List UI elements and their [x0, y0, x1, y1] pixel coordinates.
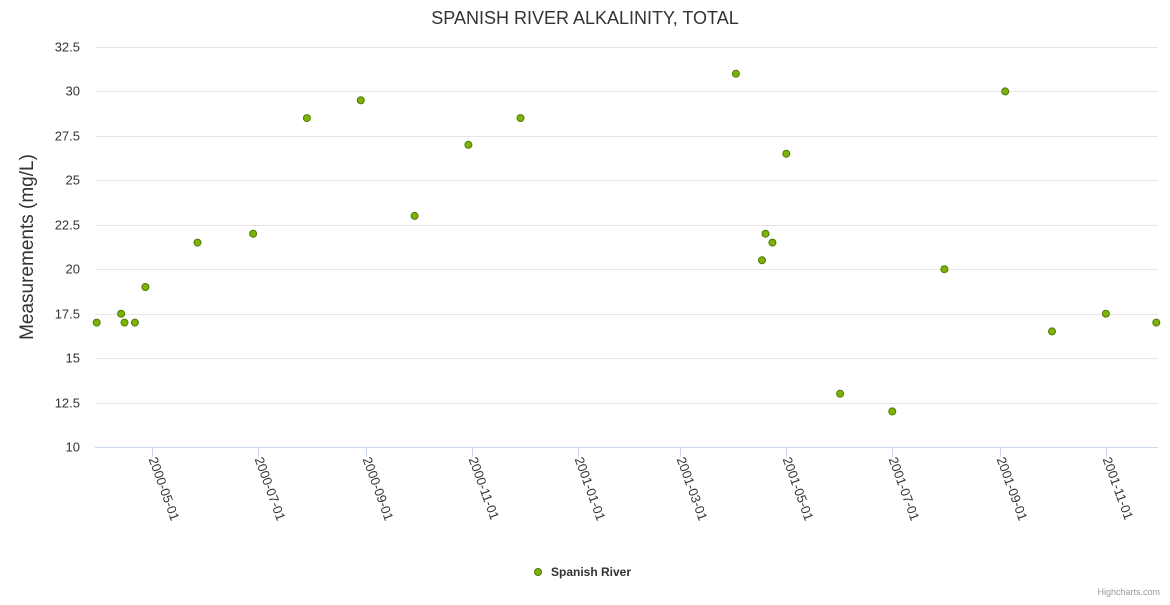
- y-tick-label: 10: [66, 440, 80, 455]
- y-tick-label: 20: [66, 262, 80, 277]
- y-tick-label: 15: [66, 351, 80, 366]
- x-tick-label: 2000-05-01: [146, 455, 183, 523]
- x-tick-label: 2001-03-01: [674, 455, 711, 523]
- x-tick-label: 2000-11-01: [466, 455, 503, 522]
- x-tick-label: 2001-01-01: [572, 455, 609, 523]
- x-tick-label: 2000-07-01: [252, 455, 289, 523]
- data-point[interactable]: [1001, 87, 1010, 96]
- data-points: [92, 69, 1161, 416]
- data-point[interactable]: [356, 96, 365, 105]
- data-point[interactable]: [782, 149, 791, 158]
- x-tick-label: 2001-05-01: [780, 455, 817, 523]
- legend-marker-icon[interactable]: [534, 568, 542, 576]
- data-point[interactable]: [117, 309, 126, 318]
- grid-lines: [95, 47, 1158, 448]
- x-axis: 2000-05-01 2000-07-01 2000-09-01 2000-11-01…: [95, 447, 1158, 523]
- data-point[interactable]: [888, 407, 897, 416]
- data-point[interactable]: [193, 238, 202, 247]
- legend-item-spanish-river[interactable]: Spanish River: [551, 565, 631, 579]
- y-tick-label: 30: [66, 84, 80, 99]
- y-axis-title: Measurements (mg/L): [17, 154, 38, 340]
- data-point[interactable]: [130, 318, 139, 327]
- y-tick-label: 32.5: [55, 40, 80, 55]
- data-point[interactable]: [410, 211, 419, 220]
- data-point[interactable]: [836, 389, 845, 398]
- data-point[interactable]: [1152, 318, 1161, 327]
- y-tick-label: 12.5: [55, 396, 80, 411]
- y-tick-label: 22.5: [55, 218, 80, 233]
- data-point[interactable]: [249, 229, 258, 238]
- data-point[interactable]: [768, 238, 777, 247]
- x-tick-label: 2001-07-01: [886, 455, 923, 523]
- chart-title: SPANISH RIVER ALKALINITY, TOTAL: [431, 8, 738, 28]
- data-point[interactable]: [940, 265, 949, 274]
- x-tick-label: 2001-09-01: [994, 455, 1031, 523]
- data-point[interactable]: [516, 114, 525, 123]
- data-point[interactable]: [761, 229, 770, 238]
- y-axis-labels: 10 12.5 15 17.5 20 22.5 25 27.5 30 32.5: [55, 40, 80, 455]
- data-point[interactable]: [92, 318, 101, 327]
- y-tick-label: 25: [66, 173, 80, 188]
- x-tick-label: 2000-09-01: [360, 455, 397, 523]
- data-point[interactable]: [464, 140, 473, 149]
- data-point[interactable]: [758, 256, 766, 265]
- x-tick-label: 2001-11-01: [1100, 455, 1137, 522]
- data-point[interactable]: [141, 283, 150, 291]
- y-tick-label: 17.5: [55, 307, 80, 322]
- credits-link[interactable]: Highcharts.com: [1097, 587, 1160, 597]
- data-point[interactable]: [1101, 309, 1110, 318]
- legend[interactable]: Spanish River: [534, 565, 632, 579]
- data-point[interactable]: [120, 318, 129, 327]
- data-point[interactable]: [731, 69, 740, 78]
- data-point[interactable]: [1048, 327, 1056, 336]
- data-point[interactable]: [302, 114, 311, 123]
- y-tick-label: 27.5: [55, 129, 80, 144]
